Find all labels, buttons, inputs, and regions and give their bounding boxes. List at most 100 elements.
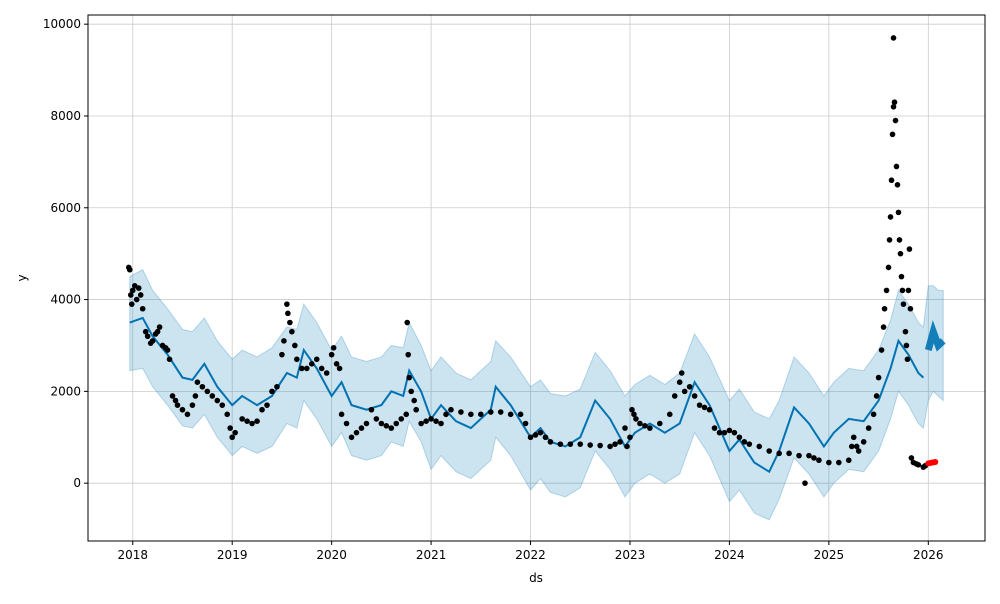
observed-point bbox=[166, 356, 173, 363]
observed-point bbox=[443, 411, 449, 418]
x-tick-label: 2026 bbox=[913, 548, 944, 562]
observed-point bbox=[881, 305, 888, 312]
observed-point bbox=[330, 344, 337, 351]
observed-point bbox=[816, 457, 822, 464]
observed-point bbox=[776, 450, 782, 457]
y-tick-label: 2000 bbox=[50, 384, 81, 398]
observed-point bbox=[891, 99, 898, 106]
observed-point bbox=[259, 406, 265, 413]
observed-point bbox=[308, 361, 315, 367]
observed-point bbox=[522, 420, 529, 427]
observed-point bbox=[542, 434, 549, 441]
observed-point bbox=[413, 406, 419, 413]
observed-point bbox=[269, 388, 275, 395]
observed-point bbox=[154, 328, 161, 335]
x-tick-label: 2018 bbox=[117, 548, 148, 562]
observed-point bbox=[192, 393, 199, 399]
observed-point bbox=[557, 441, 564, 447]
observed-point bbox=[405, 351, 412, 358]
observed-point bbox=[537, 429, 544, 436]
y-tick-label: 0 bbox=[73, 476, 81, 490]
future-forecast-line bbox=[924, 320, 946, 352]
observed-point bbox=[587, 442, 594, 448]
observed-point bbox=[642, 422, 648, 429]
observed-point bbox=[547, 439, 554, 445]
observed-point bbox=[532, 432, 539, 438]
observed-point bbox=[292, 342, 298, 349]
observed-point bbox=[174, 402, 181, 408]
observed-point bbox=[908, 455, 915, 461]
observed-point bbox=[721, 429, 728, 436]
observed-point bbox=[676, 379, 683, 385]
observed-point bbox=[156, 324, 163, 330]
observed-point bbox=[726, 427, 733, 434]
observed-point bbox=[766, 448, 773, 454]
observed-point bbox=[254, 418, 260, 425]
observed-points bbox=[125, 35, 939, 486]
observed-point bbox=[889, 131, 896, 138]
x-ticks: 2018 2019 2020 2021 2022 2023 2024 2025 2026 bbox=[117, 541, 944, 562]
observed-point bbox=[274, 383, 280, 390]
observed-point bbox=[403, 411, 410, 418]
x-tick-label: 2020 bbox=[316, 548, 347, 562]
observed-point bbox=[880, 324, 887, 330]
observed-point bbox=[318, 365, 325, 372]
observed-point bbox=[411, 397, 417, 404]
observed-point bbox=[873, 393, 880, 399]
observed-point bbox=[164, 347, 171, 353]
observed-point bbox=[888, 177, 895, 184]
y-tick-label: 10000 bbox=[43, 17, 81, 31]
observed-point bbox=[244, 418, 250, 425]
y-tick-label: 8000 bbox=[50, 109, 81, 123]
observed-point bbox=[388, 425, 395, 431]
observed-point bbox=[458, 409, 464, 415]
observed-point bbox=[711, 425, 718, 431]
observed-point bbox=[624, 443, 630, 450]
observed-point bbox=[517, 411, 524, 418]
x-tick-label: 2024 bbox=[714, 548, 745, 562]
observed-point bbox=[686, 383, 693, 390]
forecast-line bbox=[129, 316, 946, 474]
observed-point bbox=[507, 411, 514, 418]
observed-point bbox=[905, 287, 912, 294]
observed-point bbox=[885, 264, 892, 271]
observed-point bbox=[647, 425, 653, 431]
observed-point bbox=[144, 333, 151, 340]
observed-point bbox=[279, 351, 285, 358]
observed-point bbox=[681, 388, 688, 395]
observed-point bbox=[343, 420, 350, 427]
observed-point bbox=[678, 370, 685, 376]
observed-point bbox=[607, 443, 613, 450]
observed-point bbox=[796, 452, 802, 459]
observed-point bbox=[806, 452, 812, 459]
observed-point bbox=[284, 301, 290, 307]
observed-point bbox=[597, 442, 603, 449]
observed-point bbox=[802, 480, 808, 486]
observed-point bbox=[393, 420, 400, 427]
observed-point bbox=[285, 310, 291, 317]
observed-point bbox=[691, 393, 698, 399]
uncertainty-band-area bbox=[129, 269, 944, 521]
observed-point bbox=[887, 214, 894, 220]
observed-point bbox=[468, 411, 474, 418]
observed-point bbox=[756, 443, 763, 450]
observed-point bbox=[860, 439, 867, 445]
observed-point bbox=[875, 374, 882, 381]
observed-point bbox=[204, 388, 211, 395]
observed-point bbox=[227, 425, 234, 431]
observed-point bbox=[746, 441, 753, 447]
observed-point bbox=[903, 342, 910, 349]
observed-point bbox=[224, 411, 231, 418]
observed-point bbox=[229, 434, 235, 441]
observed-point bbox=[348, 434, 355, 441]
observed-point bbox=[289, 328, 295, 335]
observed-point bbox=[893, 163, 900, 170]
observed-point bbox=[133, 296, 140, 303]
observed-point bbox=[169, 393, 176, 399]
observed-point bbox=[706, 406, 713, 413]
observed-point bbox=[373, 416, 380, 422]
observed-point bbox=[126, 266, 133, 273]
observed-point bbox=[897, 250, 904, 257]
observed-point bbox=[438, 420, 444, 427]
observed-point bbox=[179, 406, 186, 413]
